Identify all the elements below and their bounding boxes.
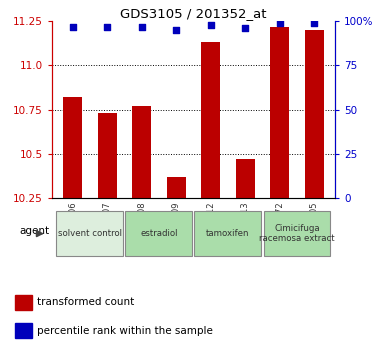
Text: transformed count: transformed count xyxy=(37,297,134,307)
Point xyxy=(104,24,110,29)
Text: solvent control: solvent control xyxy=(58,229,122,238)
Bar xyxy=(236,159,255,198)
Bar xyxy=(57,211,124,256)
Bar xyxy=(63,97,82,198)
Bar xyxy=(305,30,324,198)
Bar xyxy=(270,27,289,198)
Bar xyxy=(194,211,261,256)
Bar xyxy=(98,113,117,198)
Text: estradiol: estradiol xyxy=(140,229,178,238)
Point xyxy=(242,25,248,31)
Bar xyxy=(126,211,192,256)
Bar xyxy=(201,42,220,198)
Text: percentile rank within the sample: percentile rank within the sample xyxy=(37,326,213,336)
Point xyxy=(208,22,214,28)
Bar xyxy=(132,106,151,198)
Text: agent: agent xyxy=(20,226,50,236)
Text: tamoxifen: tamoxifen xyxy=(206,229,250,238)
Point xyxy=(277,20,283,26)
Bar xyxy=(15,323,32,338)
Bar xyxy=(15,295,32,310)
Text: Cimicifuga
racemosa extract: Cimicifuga racemosa extract xyxy=(259,224,335,243)
Point xyxy=(139,24,145,29)
Point xyxy=(311,20,317,26)
Point xyxy=(173,27,179,33)
Point xyxy=(70,24,76,29)
Bar xyxy=(167,177,186,198)
Title: GDS3105 / 201352_at: GDS3105 / 201352_at xyxy=(120,7,267,20)
Bar xyxy=(263,211,330,256)
